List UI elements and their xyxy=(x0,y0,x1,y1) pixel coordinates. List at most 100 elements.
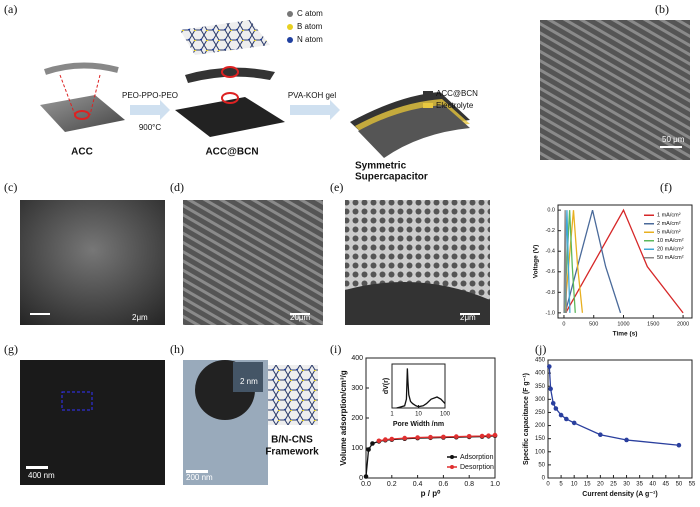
x-tick-label: 50 xyxy=(676,482,683,488)
arrow-label: 900°C xyxy=(139,123,162,132)
panel-label: (j) xyxy=(535,342,546,356)
sem-shade xyxy=(345,282,490,325)
y-tick-label: 250 xyxy=(535,410,546,416)
zoom-line xyxy=(59,74,76,116)
panel-label: (e) xyxy=(330,180,343,194)
x-tick-label: 0.8 xyxy=(464,481,474,488)
panel-label: (i) xyxy=(330,342,341,356)
arrow-label: PVA-KOH gel xyxy=(288,91,337,100)
scale-label: 200 nm xyxy=(186,473,213,482)
panel-label: (a) xyxy=(4,2,17,16)
framework-model xyxy=(268,365,318,425)
sem-image xyxy=(540,20,690,160)
scale-bar xyxy=(290,313,310,315)
atom-c xyxy=(287,11,293,17)
y-axis-label: Voltage (V) xyxy=(533,245,540,278)
layer-label: Electrolyte xyxy=(436,101,474,110)
panel-label: (d) xyxy=(170,180,184,194)
marker xyxy=(553,406,559,411)
legend-label: 20 mA/cm² xyxy=(657,247,684,253)
x-tick-label: 15 xyxy=(584,482,591,488)
x-axis-label: Current density (A g⁻¹) xyxy=(582,491,657,498)
marker xyxy=(466,434,472,439)
x-tick-label: 40 xyxy=(649,482,656,488)
zoom-circle xyxy=(74,110,90,120)
atom-label: N atom xyxy=(297,35,323,44)
y-tick-label: 200 xyxy=(535,423,546,429)
legend-label: 2 mA/cm² xyxy=(657,221,681,227)
marker xyxy=(366,447,371,452)
zoom-circle xyxy=(221,92,239,104)
plot-frame xyxy=(547,359,693,479)
zoom-circle xyxy=(221,66,239,78)
layer-label: ACC@BCN xyxy=(436,89,478,98)
y-tick-label: -1.0 xyxy=(546,310,555,316)
x-tick-label: 10 xyxy=(571,482,578,488)
y-tick-label: -0.8 xyxy=(546,290,555,296)
y-tick-label: 0.0 xyxy=(547,208,555,214)
bcn-fiber xyxy=(185,67,275,83)
legend-label: Desorption xyxy=(460,464,494,471)
legend-label: 10 mA/cm² xyxy=(657,238,684,244)
x-tick-label: 500 xyxy=(589,321,598,327)
x-tick-label: 2000 xyxy=(677,321,689,327)
framework-label: B/N-CNS xyxy=(271,435,313,446)
step-label: Supercapacitor xyxy=(355,172,428,183)
scale-label: 2μm xyxy=(132,313,148,322)
y-tick-label: -0.4 xyxy=(546,249,555,255)
legend-label: Adsorption xyxy=(460,454,494,461)
lattice xyxy=(180,20,270,55)
y-tick-label: 400 xyxy=(535,371,546,377)
scale-label: 20μm xyxy=(290,313,311,322)
marker xyxy=(598,432,603,438)
x-tick-label: 35 xyxy=(636,482,643,488)
marker xyxy=(389,436,395,442)
marker xyxy=(624,437,629,443)
images xyxy=(20,20,690,485)
y-axis-label: Specific capacitance (F g⁻¹) xyxy=(523,373,530,465)
series-line xyxy=(564,209,622,314)
sem-image xyxy=(20,360,165,485)
x-tick-label: 1 xyxy=(390,412,394,418)
scale-label: 2μm xyxy=(460,313,476,322)
atom-b xyxy=(287,24,293,30)
y-tick-label: 400 xyxy=(351,355,363,362)
plot-frame xyxy=(391,363,446,409)
marker xyxy=(441,434,446,440)
marker xyxy=(547,364,552,369)
legend-marker xyxy=(450,455,454,459)
zoom-line xyxy=(89,74,101,116)
series-line xyxy=(563,210,584,313)
x-tick-label: 1500 xyxy=(647,321,659,327)
x-tick-label: 0 xyxy=(562,321,565,327)
scale-bar xyxy=(460,313,480,315)
step-label: ACC xyxy=(71,147,93,158)
panel-label: (f) xyxy=(660,180,672,194)
atom-label: B atom xyxy=(297,22,323,31)
marker xyxy=(415,435,420,440)
panel-label: (g) xyxy=(4,342,18,356)
y-tick-label: 200 xyxy=(351,415,363,422)
x-tick-label: 25 xyxy=(610,482,617,488)
x-tick-label: 0.6 xyxy=(439,481,449,488)
panel-label: (b) xyxy=(655,2,669,16)
x-tick-label: 0.2 xyxy=(387,481,397,488)
marker xyxy=(548,386,553,392)
y-tick-label: 300 xyxy=(351,385,363,392)
panel-label: (h) xyxy=(170,342,184,356)
scale-label: 50 μm xyxy=(662,135,685,144)
legend-label: 1 mA/cm² xyxy=(657,213,681,219)
step-label: Symmetric xyxy=(355,161,407,172)
legend-label: 50 mA/cm² xyxy=(657,255,684,261)
y-tick-label: 150 xyxy=(535,436,546,442)
marker xyxy=(486,433,491,439)
legend-swatch xyxy=(423,91,433,96)
y-tick-label: 350 xyxy=(535,384,546,390)
arrow xyxy=(130,100,170,120)
x-tick-label: 0.4 xyxy=(413,481,423,488)
zoom-box xyxy=(61,391,93,411)
scale-bar xyxy=(186,470,208,473)
y-tick-label: 50 xyxy=(538,462,545,468)
marker xyxy=(558,412,564,418)
